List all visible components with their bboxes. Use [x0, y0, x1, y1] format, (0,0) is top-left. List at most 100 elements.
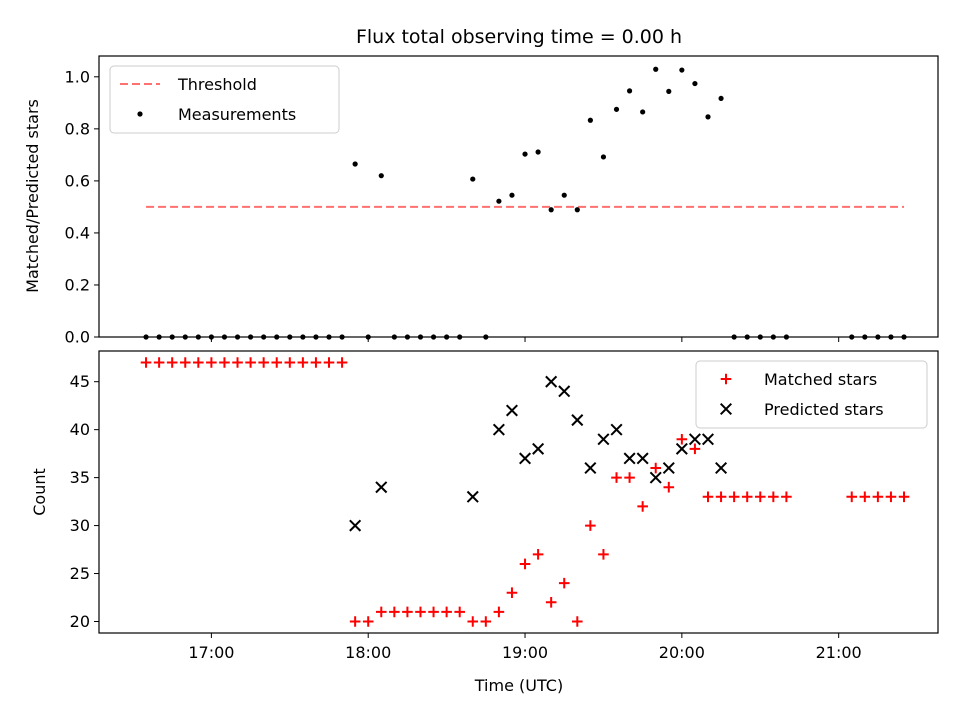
data-point	[676, 433, 688, 445]
data-point	[297, 357, 309, 368]
data-point	[505, 404, 518, 417]
data-point	[649, 471, 662, 484]
data-point	[219, 357, 230, 368]
legend-swatch	[137, 111, 143, 117]
data-point	[467, 616, 479, 627]
x-tick-label: 20:00	[659, 643, 705, 662]
data-point	[600, 154, 607, 160]
x-axis-label: Time (UTC)	[474, 676, 563, 695]
legend-label: Threshold	[177, 75, 257, 94]
data-point	[702, 491, 714, 503]
legend-label: Matched stars	[764, 370, 877, 389]
data-point	[545, 375, 558, 388]
data-point	[653, 66, 659, 72]
data-point	[519, 452, 532, 465]
y-tick-label: 25	[70, 564, 90, 583]
data-point	[611, 472, 622, 483]
data-point	[561, 192, 567, 198]
data-point	[636, 452, 649, 465]
data-point	[572, 616, 583, 627]
data-point	[640, 109, 646, 115]
data-point	[885, 491, 897, 503]
data-point	[689, 443, 701, 455]
data-point	[715, 462, 728, 475]
bottom-plot: 20 25 30 35 40 45 17:00 18:00 19:00 20:00 21:00 Mat…	[70, 350, 939, 662]
data-point	[378, 173, 384, 179]
data-point	[624, 472, 635, 483]
top-chart-title: Flux total observing time = 0.00 h	[356, 26, 682, 48]
x-tick-label: 19:00	[502, 643, 548, 662]
data-point	[623, 452, 636, 465]
y-tick-label: 30	[70, 516, 90, 535]
data-point	[415, 606, 426, 618]
y-tick-label: 40	[70, 420, 90, 439]
y-tick-label: 0.2	[65, 275, 90, 294]
data-point	[179, 357, 191, 368]
data-point	[663, 481, 675, 493]
data-point	[375, 481, 388, 494]
data-point	[466, 490, 479, 503]
data-point	[271, 357, 283, 368]
data-point	[492, 423, 505, 436]
data-point	[754, 491, 766, 503]
data-point	[688, 433, 701, 446]
data-point	[310, 357, 322, 368]
data-point	[193, 357, 204, 368]
data-point	[470, 176, 476, 182]
bottom-y-axis-label: Count	[30, 468, 49, 516]
legend-swatch	[720, 373, 732, 385]
data-point	[662, 462, 675, 475]
data-point	[558, 385, 571, 398]
data-point	[352, 161, 358, 167]
data-point	[454, 606, 465, 618]
y-tick-label: 0.8	[65, 119, 90, 138]
data-point	[679, 67, 685, 73]
data-point	[701, 433, 715, 446]
top-plot: 0.0 0.2 0.4 0.6 0.8 1.0 Threshold Measurements	[65, 55, 939, 347]
data-point	[741, 491, 753, 503]
data-point	[336, 357, 348, 368]
data-point	[613, 106, 620, 112]
data-point	[598, 549, 609, 560]
data-point	[692, 80, 698, 87]
data-point	[506, 587, 518, 599]
data-point	[480, 616, 492, 627]
bottom-legend: Matched stars Predicted stars	[695, 360, 928, 429]
data-point	[715, 491, 727, 503]
y-tick-label: 0.4	[65, 223, 90, 242]
data-point	[258, 357, 269, 368]
y-tick-label: 0.6	[65, 171, 90, 190]
data-point	[509, 192, 515, 198]
top-y-axis-label: Matched/Predicted stars	[23, 99, 42, 293]
y-tick-label: 20	[70, 612, 90, 631]
data-point	[232, 357, 243, 368]
data-point	[610, 423, 623, 436]
data-point	[558, 577, 570, 589]
bottom-series-predicted-stars	[349, 375, 728, 532]
data-point	[872, 491, 884, 503]
data-point	[522, 151, 528, 157]
data-point	[705, 114, 711, 120]
data-point	[166, 357, 178, 368]
data-point	[626, 88, 633, 94]
data-point	[245, 357, 256, 368]
data-point	[597, 433, 610, 446]
top-legend: Threshold Measurements	[109, 65, 340, 134]
data-point	[349, 616, 361, 627]
data-point	[496, 198, 502, 204]
data-point	[532, 442, 545, 455]
data-point	[153, 357, 165, 368]
data-point	[650, 462, 662, 474]
data-point	[584, 462, 597, 475]
data-point	[389, 606, 400, 618]
legend-label: Predicted stars	[764, 400, 884, 419]
data-point	[493, 606, 505, 618]
data-point	[675, 442, 688, 455]
data-point	[898, 491, 910, 503]
bottom-legend-box	[695, 360, 928, 429]
y-tick-label: 0.0	[65, 328, 90, 347]
data-point	[532, 549, 544, 560]
data-point	[284, 357, 296, 368]
legend-label: Measurements	[178, 105, 296, 124]
